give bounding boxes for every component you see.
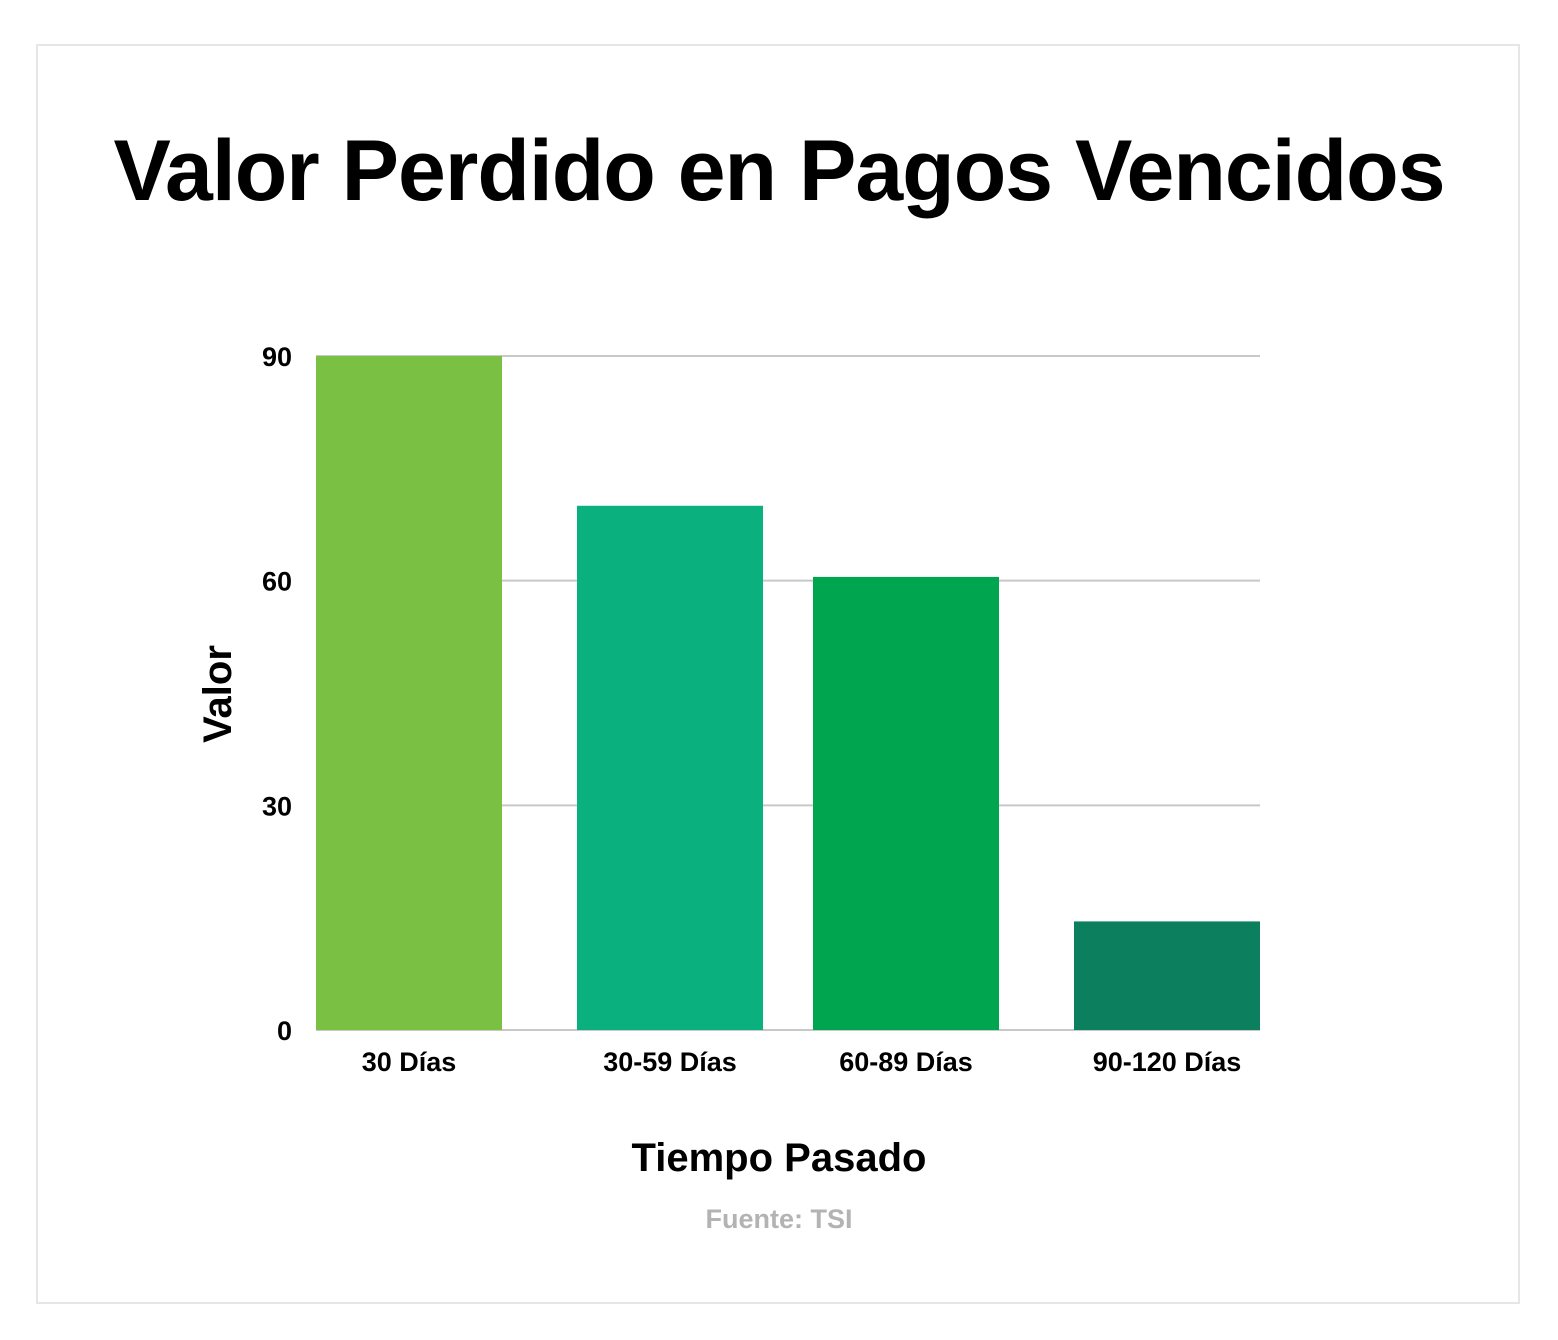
bar-3: [813, 576, 999, 1030]
source-note: Fuente: TSI: [705, 1204, 853, 1234]
bar-4: [1074, 921, 1260, 1030]
bar-2: [577, 505, 763, 1030]
y-tick-label: 30: [262, 791, 292, 821]
x-tick-label: 30-59 Días: [603, 1047, 737, 1077]
x-tick-label: 30 Días: [362, 1047, 457, 1077]
chart-frame: [36, 44, 1520, 1304]
x-axis-label: Tiempo Pasado: [631, 1136, 927, 1180]
y-tick-label: 0: [277, 1016, 292, 1046]
x-tick-label: 90-120 Días: [1093, 1047, 1242, 1077]
y-tick-label: 60: [262, 567, 292, 597]
chart-title: Valor Perdido en Pagos Vencidos: [113, 123, 1445, 219]
y-tick-label: 90: [262, 342, 292, 372]
x-tick-label: 60-89 Días: [839, 1047, 973, 1077]
bar-1: [316, 356, 502, 1030]
